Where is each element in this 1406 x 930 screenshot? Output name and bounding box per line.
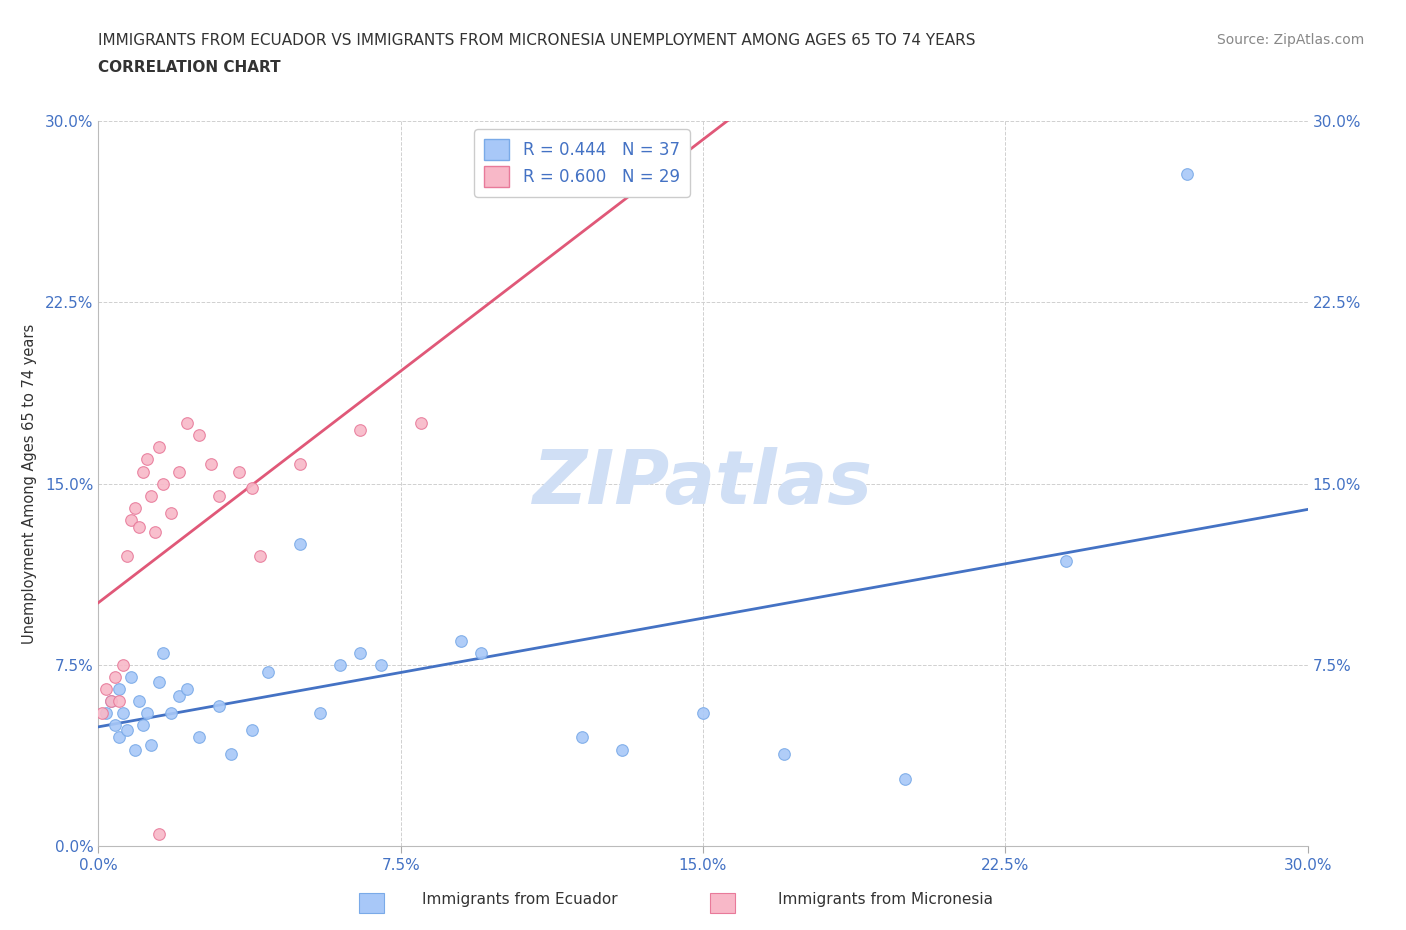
Point — [208, 698, 231, 713]
Point — [96, 682, 118, 697]
Point — [100, 694, 122, 709]
Point — [160, 505, 183, 520]
Point — [148, 440, 170, 455]
Point — [124, 742, 146, 757]
Point — [135, 452, 157, 467]
Point — [96, 706, 118, 721]
Point — [120, 512, 142, 527]
Point — [107, 682, 129, 697]
Point — [249, 549, 271, 564]
Point — [450, 633, 472, 648]
Point — [188, 428, 211, 443]
Point — [200, 457, 222, 472]
Point — [571, 730, 593, 745]
Point — [772, 747, 794, 762]
Point — [176, 416, 198, 431]
Point — [370, 658, 392, 672]
Point — [208, 488, 231, 503]
Legend: R = 0.444   N = 37, R = 0.600   N = 29: R = 0.444 N = 37, R = 0.600 N = 29 — [474, 129, 690, 196]
Point — [329, 658, 352, 672]
Point — [91, 706, 114, 721]
Text: Immigrants from Ecuador: Immigrants from Ecuador — [422, 892, 619, 907]
Point — [111, 658, 134, 672]
Point — [1054, 553, 1077, 568]
Point — [135, 706, 157, 721]
Point — [256, 665, 278, 680]
Point — [349, 645, 371, 660]
Point — [148, 827, 170, 842]
Point — [148, 674, 170, 689]
Y-axis label: Unemployment Among Ages 65 to 74 years: Unemployment Among Ages 65 to 74 years — [21, 324, 37, 644]
Point — [132, 464, 155, 479]
Point — [240, 723, 263, 737]
Point — [221, 747, 243, 762]
Point — [128, 520, 150, 535]
Text: Immigrants from Micronesia: Immigrants from Micronesia — [779, 892, 993, 907]
Point — [1175, 166, 1198, 181]
Point — [124, 500, 146, 515]
Point — [103, 670, 125, 684]
Point — [160, 706, 183, 721]
Point — [107, 730, 129, 745]
Point — [132, 718, 155, 733]
Point — [176, 682, 198, 697]
Point — [167, 464, 190, 479]
Point — [188, 730, 211, 745]
Point — [349, 423, 371, 438]
Point — [152, 645, 174, 660]
Point — [893, 771, 915, 786]
Point — [115, 723, 138, 737]
Point — [288, 537, 311, 551]
Point — [152, 476, 174, 491]
Point — [692, 706, 714, 721]
Point — [167, 689, 190, 704]
Point — [309, 706, 332, 721]
Point — [470, 645, 492, 660]
Point — [409, 416, 432, 431]
Point — [100, 694, 122, 709]
Point — [120, 670, 142, 684]
Point — [139, 488, 162, 503]
Point — [288, 457, 311, 472]
Point — [111, 706, 134, 721]
Text: IMMIGRANTS FROM ECUADOR VS IMMIGRANTS FROM MICRONESIA UNEMPLOYMENT AMONG AGES 65: IMMIGRANTS FROM ECUADOR VS IMMIGRANTS FR… — [98, 33, 976, 47]
Text: ZIPatlas: ZIPatlas — [533, 447, 873, 520]
Text: Source: ZipAtlas.com: Source: ZipAtlas.com — [1216, 33, 1364, 46]
Point — [128, 694, 150, 709]
Point — [228, 464, 250, 479]
Point — [139, 737, 162, 752]
Text: CORRELATION CHART: CORRELATION CHART — [98, 60, 281, 75]
Point — [612, 742, 634, 757]
Point — [115, 549, 138, 564]
Point — [107, 694, 129, 709]
Point — [240, 481, 263, 496]
Point — [143, 525, 166, 539]
Point — [103, 718, 125, 733]
